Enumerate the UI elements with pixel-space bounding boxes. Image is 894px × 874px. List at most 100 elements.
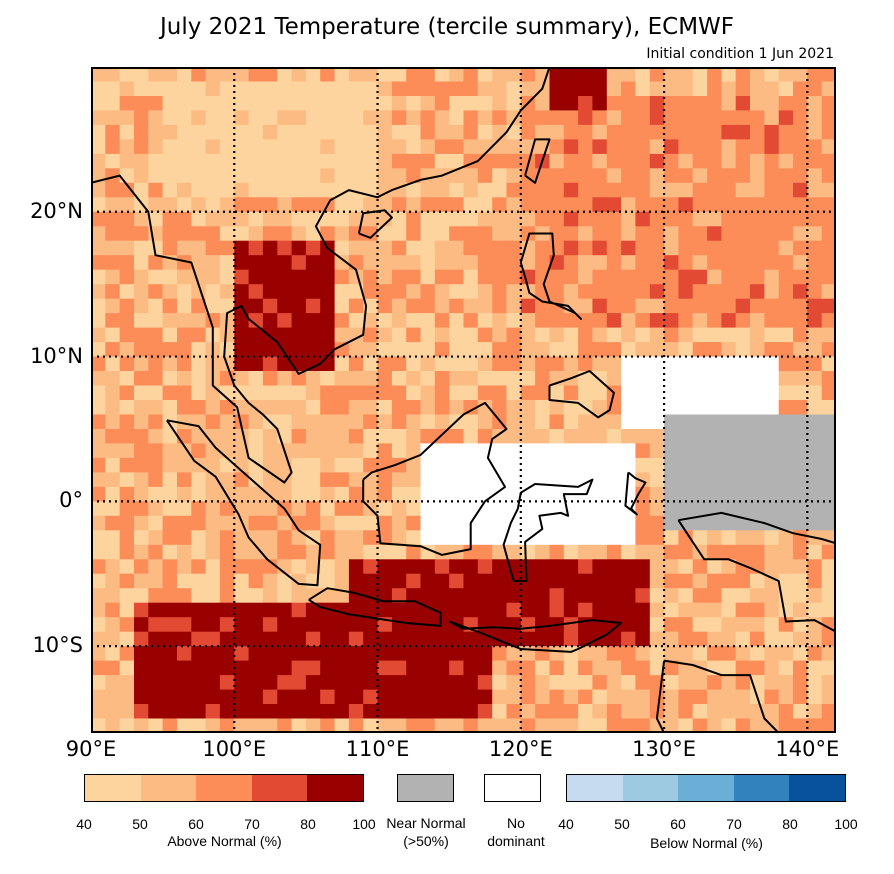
- tercile-cell: [420, 385, 436, 401]
- tercile-cell: [291, 284, 307, 300]
- tercile-cell: [377, 675, 393, 691]
- tercile-cell: [291, 313, 307, 329]
- tercile-cell: [348, 168, 364, 184]
- tercile-cell: [735, 110, 751, 126]
- tercile-cell: [563, 81, 579, 97]
- tercile-cell: [234, 327, 250, 343]
- tercile-cell: [592, 211, 608, 227]
- tercile-cell: [219, 660, 235, 676]
- tercile-cell: [262, 501, 278, 517]
- tercile-cell: [406, 211, 421, 227]
- tercile-cell: [721, 327, 737, 343]
- tercile-cell: [477, 530, 493, 546]
- tercile-cell: [477, 153, 493, 169]
- tercile-cell: [477, 385, 493, 401]
- tercile-cell: [463, 689, 479, 705]
- tercile-cell: [449, 255, 464, 271]
- tercile-cell: [635, 110, 651, 126]
- tercile-cell: [119, 631, 135, 647]
- tercile-cell: [621, 124, 636, 140]
- tercile-cell: [262, 182, 278, 198]
- tercile-cell: [807, 602, 823, 618]
- tercile-cell: [750, 96, 765, 111]
- tercile-cell: [721, 429, 737, 444]
- tercile-cell: [778, 182, 794, 198]
- tercile-cell: [492, 284, 507, 300]
- tercile-cell: [492, 342, 507, 358]
- tercile-cell: [621, 81, 636, 97]
- tercile-cell: [463, 226, 479, 242]
- tercile-cell: [91, 429, 106, 444]
- tercile-cell: [248, 356, 264, 372]
- tercile-cell: [305, 429, 321, 444]
- tercile-cell: [477, 602, 493, 618]
- tercile-cell: [91, 588, 106, 604]
- tercile-cell: [635, 269, 651, 285]
- tercile-cell: [621, 139, 636, 155]
- tercile-cell: [91, 631, 106, 647]
- tercile-cell: [463, 269, 479, 285]
- tercile-cell: [148, 646, 164, 662]
- tercile-cell: [678, 602, 694, 618]
- tercile-cell: [119, 81, 135, 97]
- tercile-cell: [549, 211, 565, 227]
- tercile-cell: [578, 501, 593, 517]
- tercile-cell: [563, 689, 579, 705]
- tercile-cell: [134, 327, 149, 343]
- tercile-cell: [449, 269, 464, 285]
- tercile-cell: [205, 457, 221, 473]
- tercile-cell: [105, 544, 121, 560]
- tercile-cell: [177, 588, 192, 604]
- tercile-cell: [391, 443, 407, 459]
- tercile-cell: [162, 182, 178, 198]
- tercile-cell: [463, 284, 479, 300]
- tercile-cell: [248, 342, 264, 358]
- tercile-cell: [363, 313, 378, 329]
- tercile-cell: [649, 313, 665, 329]
- tercile-cell: [492, 153, 507, 169]
- tercile-cell: [621, 255, 636, 271]
- tercile-cell: [148, 457, 164, 473]
- tercile-cell: [406, 139, 421, 155]
- tercile-cell: [592, 385, 608, 401]
- tercile-cell: [334, 385, 350, 401]
- tercile-cell: [721, 371, 737, 386]
- tercile-cell: [277, 110, 293, 126]
- tercile-cell: [821, 67, 836, 82]
- tercile-cell: [606, 588, 622, 604]
- tercile-cell: [707, 255, 722, 271]
- tercile-cell: [793, 269, 808, 285]
- tercile-cell: [119, 472, 135, 488]
- tercile-cell: [177, 81, 192, 97]
- tercile-cell: [449, 631, 464, 647]
- tercile-cell: [134, 617, 149, 633]
- tercile-cell: [807, 139, 823, 155]
- tercile-cell: [234, 602, 250, 618]
- tercile-cell: [563, 211, 579, 227]
- tercile-cell: [563, 385, 579, 401]
- tercile-cell: [305, 197, 321, 213]
- tercile-cell: [177, 660, 192, 676]
- tercile-cell: [621, 588, 636, 604]
- tercile-cell: [578, 153, 593, 169]
- tercile-cell: [678, 197, 694, 213]
- tercile-cell: [707, 631, 722, 647]
- tercile-cell: [477, 96, 493, 111]
- tercile-cell: [291, 660, 307, 676]
- tercile-cell: [549, 486, 565, 502]
- tercile-cell: [735, 414, 751, 430]
- tercile-cell: [363, 67, 378, 82]
- tercile-cell: [549, 660, 565, 676]
- tercile-cell: [320, 211, 335, 227]
- tercile-cell: [764, 443, 780, 459]
- tercile-cell: [735, 356, 751, 372]
- tercile-cell: [134, 255, 149, 271]
- tercile-cell: [449, 718, 464, 733]
- tercile-cell: [363, 675, 378, 691]
- tercile-cell: [463, 429, 479, 444]
- tercile-cell: [707, 67, 722, 82]
- tercile-cell: [463, 81, 479, 97]
- tercile-cell: [750, 501, 765, 517]
- tercile-cell: [664, 255, 679, 271]
- tercile-cell: [750, 486, 765, 502]
